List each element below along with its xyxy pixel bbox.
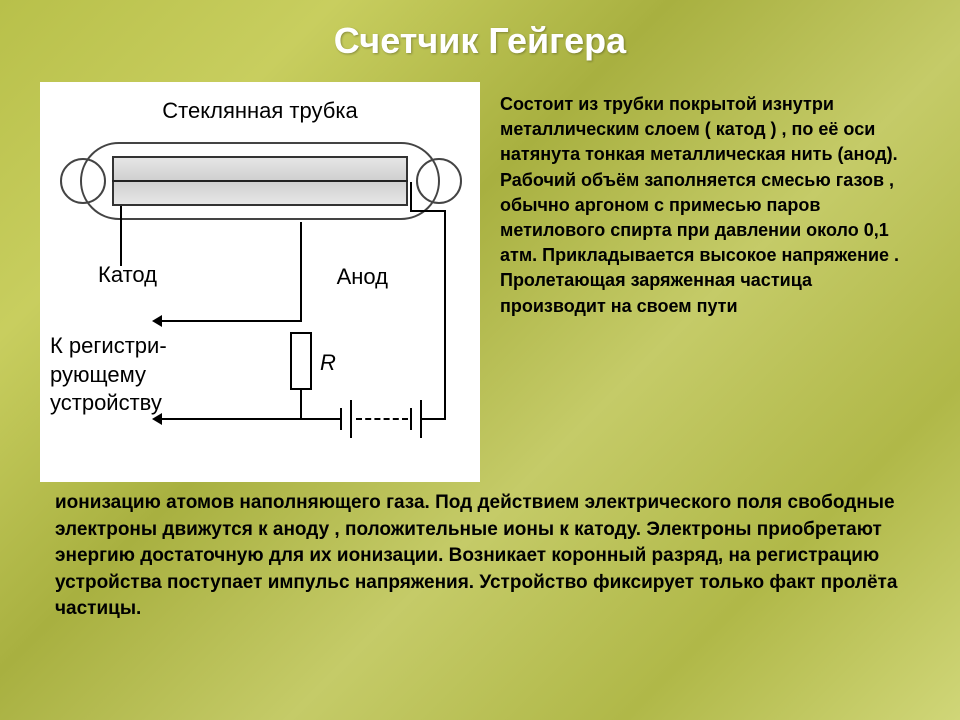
wire-vertical-1 [300,222,302,322]
label-device-line: устройству [50,389,167,418]
wire-to-anode [410,210,446,212]
anode-wire [112,180,408,182]
label-glass-tube: Стеклянная трубка [40,98,480,124]
label-device-line: К регистри- [50,332,167,361]
wire-horizontal [422,418,446,420]
label-device: К регистри- рующему устройству [50,332,167,418]
label-device-line: рующему [50,361,167,390]
anode-lead [410,182,412,212]
wire-to-device-1 [160,320,300,322]
battery-plate-short [340,408,342,430]
description-bottom: ионизацию атомов наполняющего газа. Под … [0,490,960,623]
wire-vertical-2 [300,390,302,420]
wire-battery [300,418,340,420]
description-side: Состоит из трубки покрытой изнутри метал… [500,82,920,482]
battery-plate-long [350,400,352,438]
label-resistor: R [320,350,336,376]
content-row: Стеклянная трубка Катод Анод R К регистр… [0,82,960,482]
wire-return [444,212,446,420]
label-anode: Анод [337,264,388,290]
battery-dash [356,418,408,420]
cathode-lead [120,206,122,266]
arrow-icon [152,315,162,327]
label-cathode: Катод [98,262,157,288]
battery-plate-short [410,408,412,430]
wire-to-device-2 [160,418,300,420]
diagram-panel: Стеклянная трубка Катод Анод R К регистр… [40,82,480,482]
page-title: Счетчик Гейгера [0,0,960,62]
resistor [290,332,312,390]
